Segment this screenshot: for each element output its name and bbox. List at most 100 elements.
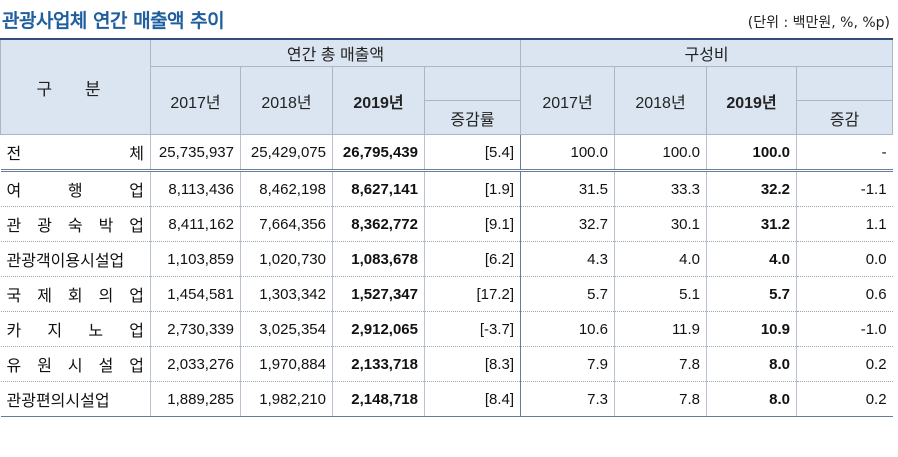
change-rate-header: 증감률 xyxy=(423,100,522,135)
cell-r2019: 4.0 xyxy=(706,241,797,277)
row-label-char: 노 xyxy=(88,323,104,340)
cell-diff: 0.0 xyxy=(796,241,893,277)
category-header: 구 분 xyxy=(0,38,151,135)
cell-rate: [8.4] xyxy=(423,381,521,417)
cell-s2018: 1,303,342 xyxy=(240,276,333,312)
cell-r2019: 5.7 xyxy=(706,276,797,312)
cell-rate: [17.2] xyxy=(423,276,521,312)
row-label-char: 행 xyxy=(67,183,83,200)
sales-year-2019-header: 2019년 xyxy=(332,66,425,135)
table-row: 관광편의시설업 1,889,285 1,982,210 2,148,718 [8.4] 7… xyxy=(0,381,893,417)
ratio-year-2019-header: 2019년 xyxy=(706,66,798,135)
row-label-char: 업 xyxy=(129,288,144,305)
cell-s2017: 1,889,285 xyxy=(150,381,241,417)
row-label-char: 업 xyxy=(129,358,144,375)
ratio-year-2017-header: 2017년 xyxy=(520,66,616,135)
sales-year-2018-header: 2018년 xyxy=(240,66,333,135)
table-row: 유 원 시 설 업 2,033,276 1,970,884 2,133,718 [8.3] 7.9… xyxy=(0,346,893,382)
cell-s2017: 1,103,859 xyxy=(150,241,241,277)
cell-r2018: 11.9 xyxy=(614,311,707,347)
cell-r2019: 8.0 xyxy=(706,381,797,417)
row-label-char: 관광편의시설업 xyxy=(6,393,110,410)
sales-year-2017-header: 2017년 xyxy=(150,66,241,135)
cell-s2018: 1,982,210 xyxy=(240,381,333,417)
cell-s2019: 8,627,141 xyxy=(332,170,425,207)
cell-s2018: 3,025,354 xyxy=(240,311,333,347)
cell-r2017: 32.7 xyxy=(520,206,615,242)
row-label-char: 관광객이용시설업 xyxy=(6,253,125,270)
cell-r2017: 100.0 xyxy=(520,134,615,172)
cell-r2018: 5.1 xyxy=(614,276,707,312)
cell-r2018: 100.0 xyxy=(614,134,707,172)
row-label-char: 업 xyxy=(129,323,144,340)
row-label-char: 카 xyxy=(6,323,22,340)
cell-diff: 0.2 xyxy=(796,381,893,417)
cell-diff: -1.1 xyxy=(796,170,893,207)
cell-r2019: 100.0 xyxy=(706,134,797,172)
cell-s2019: 1,527,347 xyxy=(332,276,425,312)
cell-r2017: 5.7 xyxy=(520,276,615,312)
change-header: 증감 xyxy=(796,100,894,135)
row-label-char: 의 xyxy=(98,288,114,305)
cell-r2019: 10.9 xyxy=(706,311,797,347)
table-row: 관광객이용시설업 1,103,859 1,020,730 1,083,678 [6.2]… xyxy=(0,241,893,277)
cell-r2018: 7.8 xyxy=(614,381,707,417)
cell-s2019: 2,148,718 xyxy=(332,381,425,417)
table-row: 전 체 25,735,937 25,429,075 26,795,439 [5.4] 100… xyxy=(0,134,893,172)
row-label-char: 박 xyxy=(98,218,114,235)
cell-r2017: 10.6 xyxy=(520,311,615,347)
row-label-char: 관 xyxy=(6,218,22,235)
row-label-char: 체 xyxy=(129,146,144,163)
row-label-char: 업 xyxy=(129,218,144,235)
cell-diff: 0.2 xyxy=(796,346,893,382)
blank-header-cell xyxy=(796,66,894,101)
cell-diff: 0.6 xyxy=(796,276,893,312)
cell-r2019: 32.2 xyxy=(706,170,797,207)
row-label-char: 전 xyxy=(6,146,22,163)
cell-s2018: 7,664,356 xyxy=(240,206,333,242)
cell-s2019: 2,912,065 xyxy=(332,311,425,347)
table-row: 여 행 업 8,113,436 8,462,198 8,627,141 [1.9] 31.5 3… xyxy=(0,170,893,207)
cell-s2019: 2,133,718 xyxy=(332,346,425,382)
cell-s2017: 8,411,162 xyxy=(150,206,241,242)
cell-s2019: 8,362,772 xyxy=(332,206,425,242)
cell-s2017: 2,730,339 xyxy=(150,311,241,347)
cell-r2017: 7.3 xyxy=(520,381,615,417)
cell-diff: -1.0 xyxy=(796,311,893,347)
table-title: 관광사업체 연간 매출액 추이 xyxy=(2,10,225,32)
cell-s2019: 1,083,678 xyxy=(332,241,425,277)
row-label-char: 회 xyxy=(67,288,83,305)
row-label-char: 제 xyxy=(37,288,52,305)
row-label-char: 숙 xyxy=(67,218,83,235)
cell-s2019: 26,795,439 xyxy=(332,134,425,172)
cell-s2018: 1,020,730 xyxy=(240,241,333,277)
cell-diff: 1.1 xyxy=(796,206,893,242)
row-label-char: 여 xyxy=(6,183,22,200)
row-label-char: 설 xyxy=(98,358,114,375)
row-label-char: 지 xyxy=(47,323,63,340)
cell-r2018: 33.3 xyxy=(614,170,707,207)
cell-r2019: 8.0 xyxy=(706,346,797,382)
row-label-char: 광 xyxy=(37,218,52,235)
cell-r2017: 31.5 xyxy=(520,170,615,207)
cell-s2018: 25,429,075 xyxy=(240,134,333,172)
cell-s2018: 1,970,884 xyxy=(240,346,333,382)
cell-s2017: 8,113,436 xyxy=(150,170,241,207)
cell-rate: [1.9] xyxy=(423,170,521,207)
table-row: 관 광 숙 박 업 8,411,162 7,664,356 8,362,772 [9.1] 32.… xyxy=(0,206,893,242)
cell-r2017: 4.3 xyxy=(520,241,615,277)
cell-rate: [5.4] xyxy=(423,134,521,172)
row-label-char: 업 xyxy=(129,183,144,200)
cell-diff: - xyxy=(796,134,893,172)
row-label-char: 유 xyxy=(6,358,22,375)
unit-note: (단위 : 백만원, %, %p) xyxy=(747,15,890,31)
sales-table: 구 분 연간 총 매출액 구성비 2017년 2018년 2019년 2017년… xyxy=(0,38,894,417)
row-label-char: 국 xyxy=(6,288,22,305)
cell-r2017: 7.9 xyxy=(520,346,615,382)
cell-rate: [8.3] xyxy=(423,346,521,382)
